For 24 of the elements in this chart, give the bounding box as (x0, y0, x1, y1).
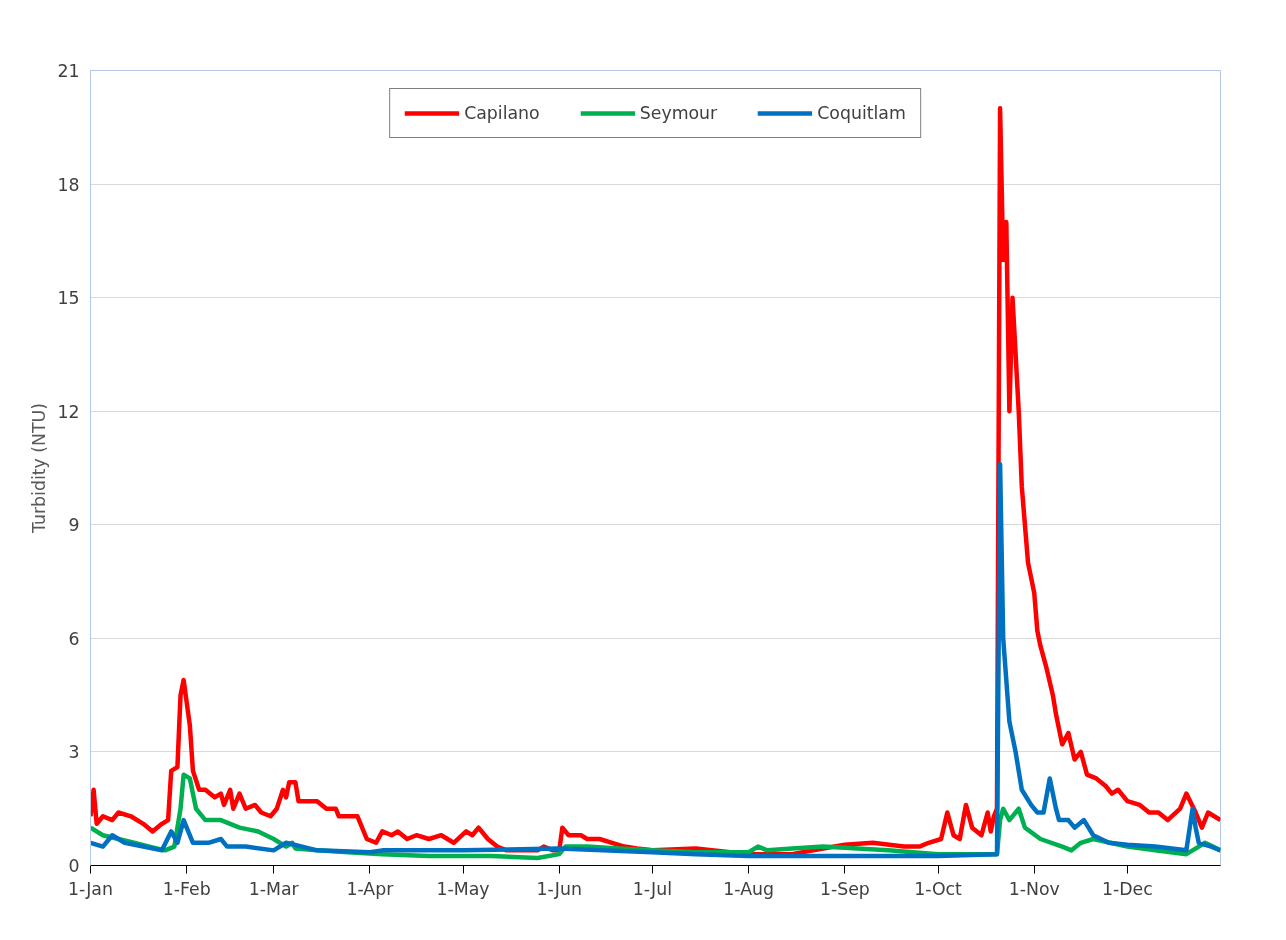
legend-label: Capilano (464, 103, 540, 123)
y-axis-title: Turbidity (NTU) (29, 403, 50, 534)
x-tick-label: 1-Jun (536, 878, 582, 899)
y-tick-label: 3 (68, 742, 80, 763)
y-tick-label: 12 (57, 401, 80, 422)
legend-label: Coquitlam (817, 103, 906, 123)
y-tick-label: 21 (57, 61, 80, 81)
x-tick-label: 1-Aug (723, 878, 774, 899)
x-tick-label: 1-Mar (248, 878, 300, 899)
y-tick-label: 0 (68, 856, 80, 876)
x-tick-label: 1-Feb (162, 878, 211, 899)
x-tick-label: 1-Dec (1101, 878, 1153, 899)
x-tick-label: 1-Oct (914, 878, 963, 899)
y-tick-label: 6 (68, 628, 80, 649)
x-tick-label: 1-Apr (346, 878, 395, 899)
x-tick-label: 1-May (436, 878, 490, 899)
y-tick-label: 18 (57, 174, 80, 195)
y-tick-label: 9 (68, 515, 80, 536)
x-tick-label: 1-Jul (632, 878, 672, 899)
legend-label: Seymour (639, 103, 718, 123)
x-tick-label: 1-Nov (1008, 878, 1060, 899)
x-tick-label: 1-Jan (68, 878, 113, 899)
y-tick-label: 15 (57, 288, 80, 309)
x-tick-label: 1-Sep (819, 878, 870, 899)
